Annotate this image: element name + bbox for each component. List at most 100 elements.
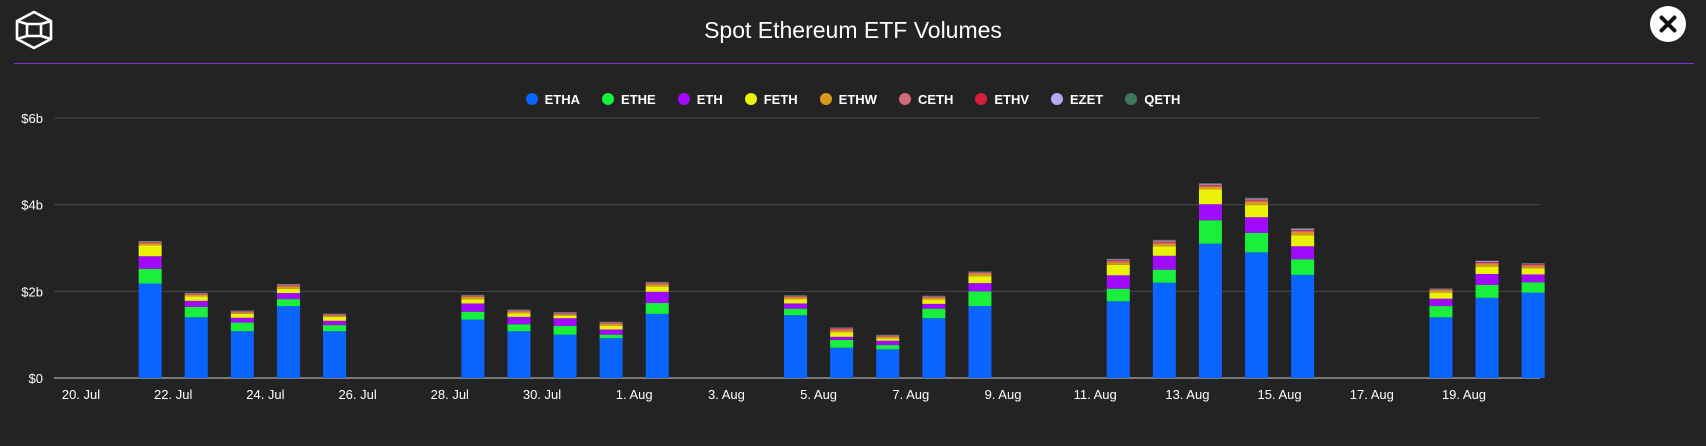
- bar-segment-eth: [461, 303, 485, 312]
- bar-segment-ezet: [599, 322, 623, 323]
- bar-segment-qeth: [323, 313, 347, 314]
- bar-segment-ethe: [599, 334, 623, 339]
- bar-segment-qeth: [184, 292, 208, 294]
- bar-segment-ethv: [461, 295, 485, 297]
- bar-segment-etha: [1198, 243, 1222, 378]
- bar-segment-ceth: [922, 296, 946, 298]
- bar-segment-ethv: [1475, 261, 1499, 263]
- bar-segment-ethw: [1475, 264, 1499, 267]
- bar-segment-eth: [784, 303, 808, 309]
- bar-segment-ezet: [1429, 288, 1453, 290]
- chart-header: Spot Ethereum ETF Volumes: [0, 0, 1706, 64]
- bar-segment-ethv: [276, 284, 300, 286]
- x-tick-label: 7. Aug: [892, 387, 929, 402]
- bar-segment-qeth: [784, 295, 808, 296]
- bar-segment-ethw: [507, 311, 531, 314]
- bar-segment-ethe: [184, 306, 208, 318]
- bar-segment-ceth: [876, 335, 900, 337]
- cube-logo-icon: [14, 10, 54, 50]
- bar-segment-qeth: [1198, 183, 1222, 184]
- bar-segment-ceth: [323, 314, 347, 316]
- bar-segment-etha: [1152, 282, 1176, 378]
- bar-stack: [830, 327, 854, 378]
- bar-segment-ethw: [922, 297, 946, 300]
- bar-segment-etha: [138, 283, 162, 378]
- bar-segment-ceth: [968, 272, 992, 274]
- bar-segment-feth: [968, 276, 992, 284]
- bar-segment-etha: [1106, 301, 1130, 378]
- bar-segment-ceth: [1475, 262, 1499, 265]
- legend-label: QETH: [1144, 91, 1181, 107]
- legend-item-ezet[interactable]: EZET: [1051, 89, 1103, 109]
- bar-stack: [184, 292, 208, 378]
- bar-stack: [645, 281, 669, 378]
- bar-segment-ethw: [1106, 262, 1130, 265]
- bar-segment-ezet: [553, 312, 577, 314]
- bar-segment-ethe: [1429, 306, 1453, 318]
- bar-segment-etha: [830, 347, 854, 378]
- bar-segment-eth: [184, 300, 208, 307]
- bar-stack: [968, 271, 992, 378]
- bar-segment-qeth: [1521, 263, 1545, 264]
- legend-item-feth[interactable]: FETH: [744, 89, 798, 109]
- close-button[interactable]: [1650, 6, 1686, 42]
- legend-item-ethv[interactable]: ETHV: [975, 89, 1029, 109]
- bar-segment-eth: [230, 317, 254, 323]
- legend-item-ceth[interactable]: CETH: [898, 89, 953, 109]
- legend-dot-icon: [525, 93, 538, 105]
- bar-segment-ethe: [461, 311, 485, 320]
- bar-segment-etha: [645, 313, 669, 378]
- bar-stack: [599, 321, 623, 378]
- bar-segment-ethe: [1106, 288, 1130, 302]
- bar-segment-ethe: [1475, 284, 1499, 298]
- bar-stack: [553, 312, 577, 378]
- bar-segment-ethv: [323, 314, 347, 315]
- legend-item-qeth[interactable]: QETH: [1125, 89, 1180, 109]
- bar-segment-qeth: [830, 327, 854, 328]
- bar-segment-feth: [1106, 264, 1130, 276]
- bar-stack: [1245, 197, 1269, 378]
- x-tick-label: 28. Jul: [431, 387, 469, 402]
- bar-segment-ceth: [276, 285, 300, 287]
- legend-item-ethw[interactable]: ETHW: [819, 89, 877, 109]
- bar-segment-etha: [876, 349, 900, 378]
- bar-segment-eth: [922, 303, 946, 309]
- bar-stack: [507, 309, 531, 378]
- bar-segment-etha: [1245, 252, 1269, 378]
- x-tick-label: 26. Jul: [338, 387, 376, 402]
- legend-dot-icon: [898, 93, 911, 105]
- bar-segment-ethe: [138, 268, 162, 284]
- bar-segment-ethv: [1245, 199, 1269, 201]
- bar-segment-ethv: [507, 310, 531, 311]
- bar-segment-ethv: [184, 293, 208, 294]
- bar-segment-eth: [1152, 255, 1176, 270]
- legend-item-etha[interactable]: ETHA: [525, 89, 580, 109]
- bar-segment-ethv: [1198, 184, 1222, 186]
- legend-dot-icon: [1125, 93, 1138, 105]
- bar-segment-ethw: [1429, 290, 1453, 293]
- bar-segment-ceth: [784, 296, 808, 298]
- bar-segment-ezet: [784, 295, 808, 297]
- bar-segment-ethe: [507, 324, 531, 332]
- bar-segment-ezet: [1106, 259, 1130, 261]
- bar-segment-ethw: [645, 284, 669, 287]
- bar-segment-feth: [830, 332, 854, 337]
- bar-segment-ceth: [230, 311, 254, 313]
- bar-segment-ezet: [230, 310, 254, 312]
- x-tick-label: 3. Aug: [708, 387, 745, 402]
- bar-segment-ethe: [1291, 259, 1315, 275]
- legend-item-ethe[interactable]: ETHE: [602, 89, 656, 109]
- bar-stack: [138, 241, 162, 378]
- bar-stack: [1475, 260, 1499, 378]
- legend-dot-icon: [975, 93, 988, 105]
- bar-segment-ceth: [1291, 230, 1315, 232]
- bar-segment-ethw: [184, 294, 208, 297]
- bar-segment-ethe: [922, 308, 946, 319]
- bar-segment-ezet: [1475, 261, 1499, 262]
- bar-segment-ezet: [1152, 240, 1176, 242]
- x-tick-label: 5. Aug: [800, 387, 837, 402]
- legend-item-eth[interactable]: ETH: [677, 89, 723, 109]
- bar-segment-qeth: [553, 312, 577, 313]
- x-tick-label: 19. Aug: [1442, 387, 1486, 402]
